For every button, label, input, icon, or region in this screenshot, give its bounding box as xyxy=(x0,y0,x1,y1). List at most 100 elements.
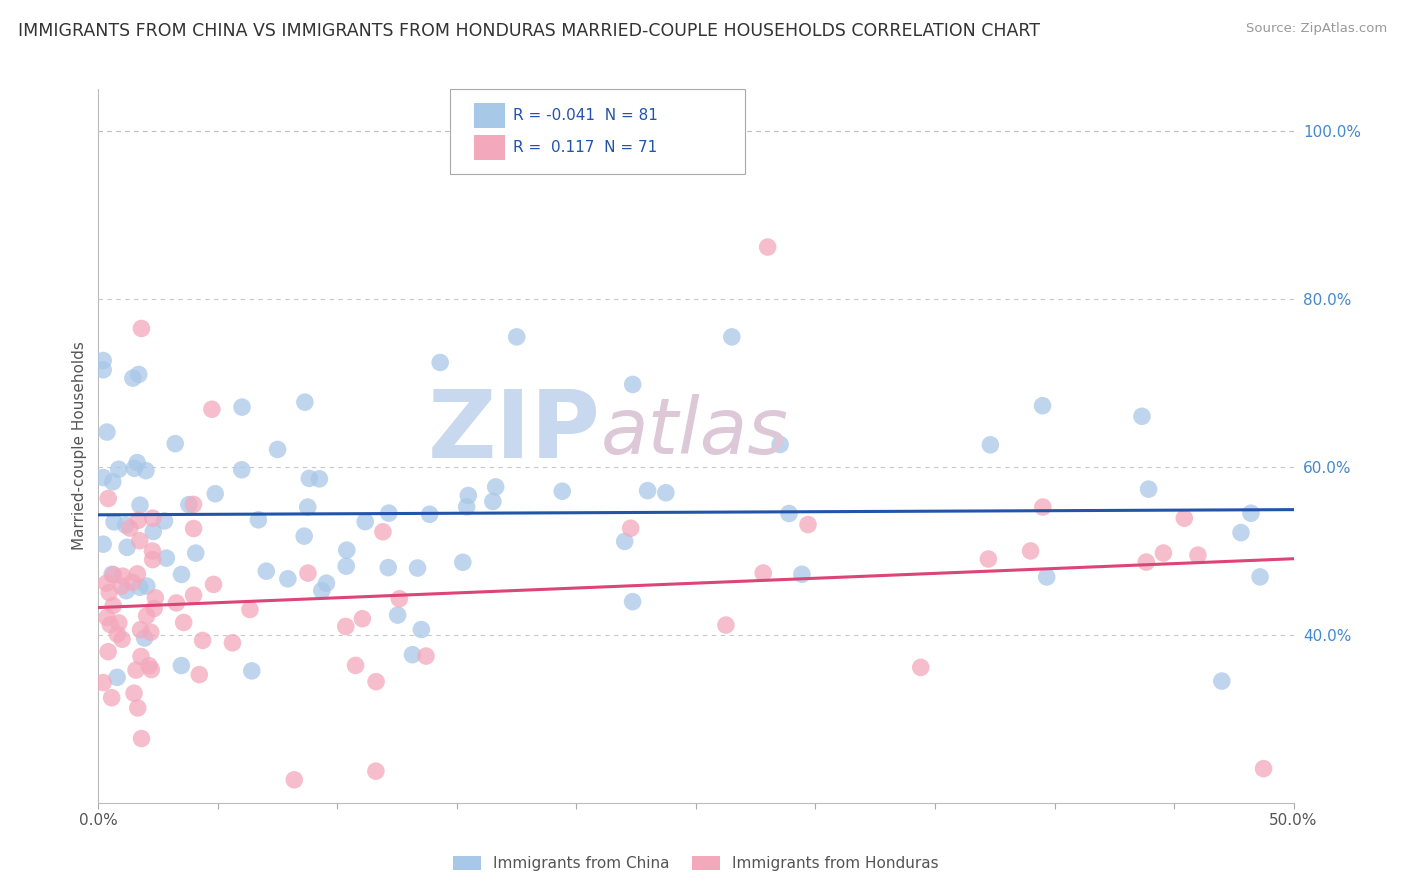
Point xyxy=(124,461,146,475)
Point xyxy=(451,555,474,569)
Point xyxy=(485,480,508,494)
Point xyxy=(107,462,129,476)
Point xyxy=(131,731,153,746)
Point xyxy=(387,608,409,623)
Point xyxy=(183,522,205,536)
Point xyxy=(125,663,148,677)
Point xyxy=(129,623,152,637)
Point xyxy=(283,772,305,787)
Point xyxy=(101,475,124,489)
Point xyxy=(115,583,138,598)
Point xyxy=(91,537,114,551)
Point xyxy=(335,619,357,633)
Point xyxy=(910,660,932,674)
Point xyxy=(127,513,149,527)
Point xyxy=(979,438,1001,452)
Point xyxy=(429,355,451,369)
Point xyxy=(139,625,162,640)
Point xyxy=(335,559,357,574)
Point xyxy=(100,617,122,632)
Point xyxy=(191,633,214,648)
Legend: Immigrants from China, Immigrants from Honduras: Immigrants from China, Immigrants from H… xyxy=(447,850,945,877)
Point xyxy=(127,456,149,470)
Point xyxy=(134,631,156,645)
Point xyxy=(247,513,270,527)
Y-axis label: Married-couple Households: Married-couple Households xyxy=(72,342,87,550)
Point xyxy=(96,576,118,591)
Point xyxy=(1035,570,1057,584)
Point xyxy=(752,566,775,580)
Point xyxy=(1253,762,1275,776)
Point xyxy=(1152,546,1174,560)
Point xyxy=(103,567,125,582)
Point xyxy=(456,500,478,514)
Point xyxy=(797,517,820,532)
Point xyxy=(111,569,134,583)
Text: R =  0.117  N = 71: R = 0.117 N = 71 xyxy=(513,140,658,154)
Text: IMMIGRANTS FROM CHINA VS IMMIGRANTS FROM HONDURAS MARRIED-COUPLE HOUSEHOLDS CORR: IMMIGRANTS FROM CHINA VS IMMIGRANTS FROM… xyxy=(18,22,1040,40)
Point xyxy=(254,564,277,578)
Point xyxy=(308,472,330,486)
Point xyxy=(153,514,176,528)
Point xyxy=(135,608,157,623)
Point xyxy=(122,686,145,700)
Point xyxy=(790,567,813,582)
Point xyxy=(143,591,166,605)
Point xyxy=(114,518,136,533)
Point xyxy=(292,529,315,543)
Point xyxy=(621,377,644,392)
Point xyxy=(97,645,120,659)
Point xyxy=(1249,570,1271,584)
Point xyxy=(138,658,160,673)
Point xyxy=(105,670,128,684)
Point xyxy=(551,484,574,499)
Point xyxy=(1137,482,1160,496)
Point xyxy=(239,602,262,616)
Point xyxy=(401,648,423,662)
Point xyxy=(201,402,224,417)
Point xyxy=(142,511,165,525)
Point xyxy=(96,425,118,439)
Point xyxy=(371,524,394,539)
Point xyxy=(231,400,253,414)
Point xyxy=(108,615,131,630)
Point xyxy=(364,764,387,779)
Point xyxy=(378,506,401,520)
Point xyxy=(344,658,367,673)
Point xyxy=(315,576,337,591)
Point xyxy=(143,601,166,615)
Point xyxy=(406,561,429,575)
Point xyxy=(183,497,205,511)
Point xyxy=(184,546,207,560)
Point xyxy=(91,363,114,377)
Point xyxy=(977,552,1000,566)
Point xyxy=(411,623,433,637)
Point xyxy=(613,534,636,549)
Point xyxy=(482,494,505,508)
Point xyxy=(1187,548,1209,562)
Point xyxy=(366,674,388,689)
Point xyxy=(135,579,157,593)
Point xyxy=(377,560,399,574)
Point xyxy=(170,658,193,673)
Point xyxy=(1135,555,1157,569)
Point xyxy=(637,483,659,498)
Point xyxy=(135,464,157,478)
Point xyxy=(98,585,121,599)
Point xyxy=(277,572,299,586)
Point xyxy=(115,541,138,555)
Point xyxy=(1019,544,1042,558)
Point xyxy=(118,521,141,535)
Text: atlas: atlas xyxy=(600,393,789,470)
Point xyxy=(183,588,205,602)
Point xyxy=(354,515,377,529)
Point xyxy=(1230,525,1253,540)
Point xyxy=(129,498,152,512)
Point xyxy=(103,599,125,613)
Point xyxy=(1240,506,1263,520)
Point xyxy=(231,463,253,477)
Point xyxy=(298,471,321,485)
Point xyxy=(1173,511,1195,525)
Point xyxy=(778,507,800,521)
Point xyxy=(336,543,359,558)
